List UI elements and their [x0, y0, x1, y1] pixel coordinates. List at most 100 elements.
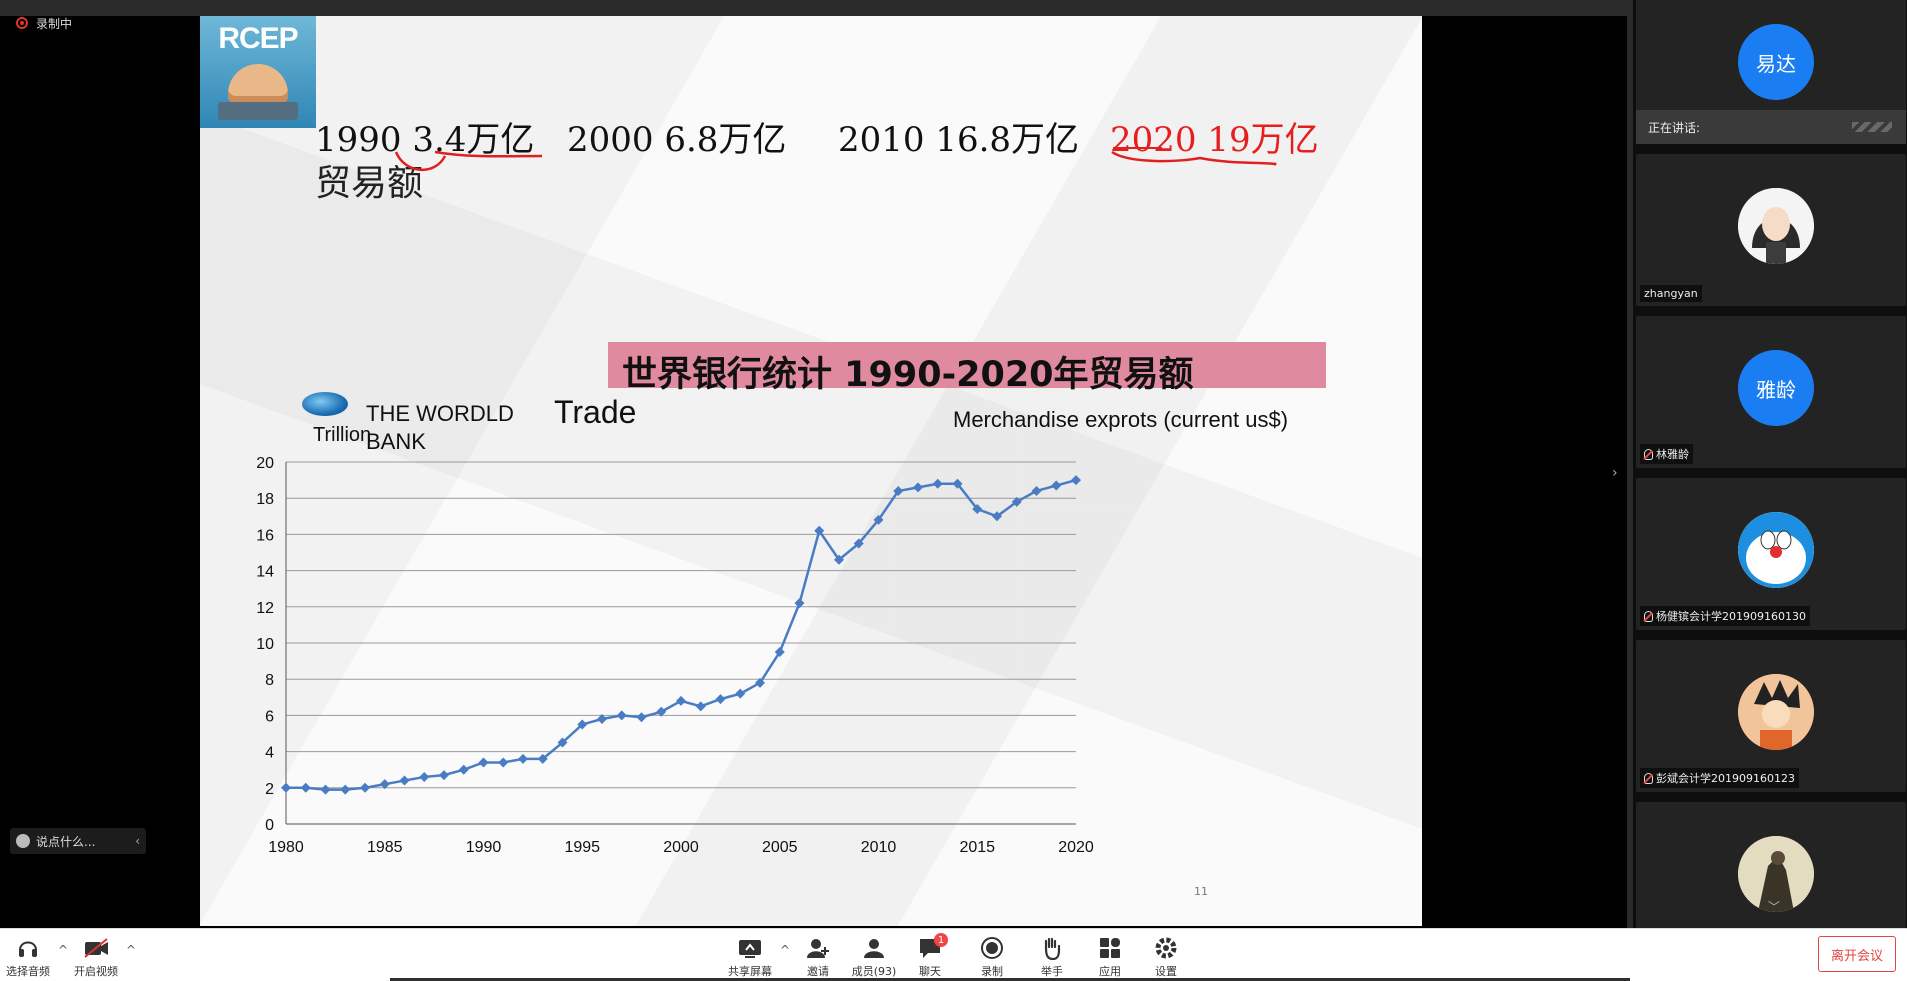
- x-tick-label: 1995: [564, 839, 600, 856]
- invite-user-icon: [805, 935, 831, 961]
- cartoon-avatar-icon: [1738, 674, 1814, 750]
- participant-tile[interactable]: 杨健镔会计学201909160130: [1636, 478, 1906, 630]
- chevron-left-icon[interactable]: ‹: [135, 834, 140, 848]
- video-off-icon: [83, 935, 109, 961]
- y-tick-label: 16: [256, 527, 274, 544]
- data-point: [774, 647, 785, 658]
- share-options-chevron-icon[interactable]: ^: [780, 943, 791, 957]
- data-point: [1011, 496, 1022, 507]
- data-point: [735, 688, 746, 699]
- data-point: [300, 782, 311, 793]
- chat-input[interactable]: 说点什么... ‹: [10, 828, 146, 854]
- data-point: [458, 764, 469, 775]
- audio-button[interactable]: 选择音频: [0, 935, 60, 979]
- speaking-indicator: 正在讲话:: [1636, 110, 1906, 144]
- data-point: [439, 770, 449, 781]
- data-point: [478, 757, 489, 768]
- leave-meeting-button[interactable]: 离开会议: [1818, 936, 1896, 972]
- apps-button[interactable]: 应用: [1078, 935, 1142, 979]
- meeting-toolbar: 选择音频 ^ 开启视频 ^ 共享屏幕 ^ 邀请 成员(9: [0, 928, 1907, 981]
- chat-placeholder: 说点什么...: [36, 834, 96, 849]
- audio-options-chevron-icon[interactable]: ^: [58, 943, 69, 957]
- data-point: [1051, 480, 1062, 491]
- members-button[interactable]: 成员(93): [842, 935, 906, 979]
- data-point: [577, 719, 588, 730]
- data-point: [834, 554, 844, 565]
- record-dot-icon: [16, 17, 28, 29]
- mic-muted-icon: [1644, 448, 1653, 460]
- collapse-panel-icon[interactable]: ›: [1612, 465, 1618, 481]
- doraemon-avatar-icon: [1738, 512, 1814, 588]
- participant-tile[interactable]: 易达: [1636, 0, 1906, 112]
- slide-background: [200, 16, 1422, 926]
- members-icon: [861, 935, 887, 961]
- raise-hand-button[interactable]: 举手: [1020, 935, 1084, 979]
- share-screen-button[interactable]: 共享屏幕: [718, 935, 782, 979]
- x-tick-label: 2015: [959, 839, 995, 856]
- banner-title: 世界银行统计 1990-2020年贸易额: [622, 355, 1194, 395]
- data-point: [379, 779, 390, 790]
- audio-wave-icon: [1852, 122, 1892, 132]
- x-tick-label: 1990: [466, 839, 502, 856]
- mic-muted-icon: [1644, 610, 1653, 622]
- avatar: [1738, 512, 1814, 588]
- data-point: [597, 714, 607, 725]
- y-tick-label: 6: [265, 708, 274, 725]
- year-2000: 2000 6.8万亿: [567, 120, 787, 160]
- data-point: [794, 598, 805, 609]
- apps-grid-icon: [1097, 935, 1123, 961]
- page-number: 11: [1194, 885, 1208, 898]
- data-point: [419, 771, 430, 782]
- video-options-chevron-icon[interactable]: ^: [126, 943, 137, 957]
- data-point: [755, 677, 765, 688]
- recording-label: 录制中: [36, 16, 73, 31]
- data-point: [913, 482, 923, 493]
- top-bar: [0, 0, 1627, 16]
- y-tick-label: 2: [265, 781, 274, 798]
- x-tick-label: 2000: [663, 839, 699, 856]
- participant-name: 彭斌会计学201909160123: [1640, 768, 1799, 788]
- x-tick-label: 1985: [367, 839, 403, 856]
- bottom-edge: [390, 978, 1630, 981]
- participant-name: 林雅龄: [1640, 444, 1693, 464]
- handshake-icon: [228, 64, 288, 104]
- emoji-icon[interactable]: [16, 834, 30, 848]
- data-point: [616, 710, 627, 721]
- x-tick-label: 2020: [1058, 839, 1094, 856]
- data-point: [557, 737, 568, 748]
- data-point: [715, 694, 726, 705]
- data-point: [360, 782, 370, 793]
- chat-button[interactable]: 1 聊天: [898, 933, 962, 979]
- record-button[interactable]: 录制: [960, 935, 1024, 979]
- video-button[interactable]: 开启视频: [64, 935, 128, 979]
- data-point: [498, 757, 509, 768]
- data-point: [636, 712, 647, 723]
- participant-tile[interactable]: ﹀: [1636, 802, 1906, 928]
- trade-volume-label: 贸易额: [315, 163, 424, 204]
- series-line: [286, 478, 1077, 791]
- participant-tile[interactable]: 彭斌会计学201909160123: [1636, 640, 1906, 792]
- shared-slide: RCEP 1990 3.4万亿 2000 6.8万亿 2010 16.8万亿 2…: [200, 16, 1422, 926]
- participant-tile[interactable]: 雅龄 林雅龄: [1636, 316, 1906, 468]
- data-point: [1071, 475, 1081, 486]
- scroll-down-icon[interactable]: ﹀: [1768, 900, 1781, 914]
- chart-series-label: Merchandise exprots (current us$): [953, 407, 1289, 432]
- y-tick-label: 18: [256, 491, 274, 508]
- x-tick-label: 1980: [268, 839, 304, 856]
- banner-bar: [608, 342, 1326, 388]
- y-tick-label: 20: [256, 455, 274, 472]
- participant-name: zhangyan: [1640, 285, 1702, 302]
- settings-button[interactable]: 设置: [1134, 935, 1198, 979]
- data-point: [537, 753, 548, 764]
- chart-y-axis-label: Trillion: [313, 424, 372, 446]
- participant-tile[interactable]: zhangyan: [1636, 154, 1906, 306]
- chart-title: Trade: [554, 394, 637, 430]
- avatar: 易达: [1738, 24, 1814, 100]
- data-point: [320, 784, 331, 795]
- avatar: [1738, 188, 1814, 264]
- invite-button[interactable]: 邀请: [786, 935, 850, 979]
- y-tick-label: 8: [265, 672, 274, 689]
- panel-divider[interactable]: [1627, 0, 1633, 928]
- avatar: [1738, 836, 1814, 912]
- x-tick-label: 2010: [861, 839, 897, 856]
